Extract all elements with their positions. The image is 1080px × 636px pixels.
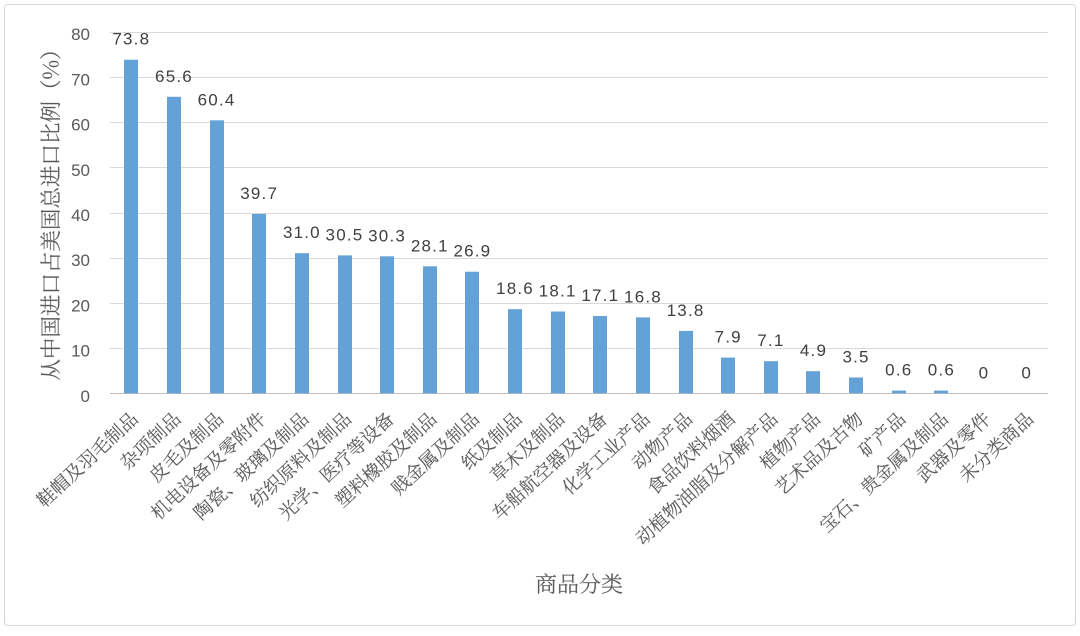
svg-text:13.8: 13.8 [667, 301, 705, 320]
svg-text:20: 20 [71, 296, 90, 315]
svg-text:50: 50 [71, 161, 90, 180]
svg-text:60.4: 60.4 [198, 90, 236, 109]
svg-text:70: 70 [71, 70, 90, 89]
svg-text:30: 30 [71, 251, 90, 270]
svg-text:7.9: 7.9 [715, 328, 742, 347]
svg-text:0.6: 0.6 [928, 361, 955, 380]
svg-text:39.7: 39.7 [240, 184, 278, 203]
svg-text:40: 40 [71, 206, 90, 225]
svg-text:17.1: 17.1 [581, 286, 619, 305]
svg-text:7.1: 7.1 [757, 331, 784, 350]
svg-text:80: 80 [71, 25, 90, 44]
svg-text:65.6: 65.6 [155, 67, 193, 86]
svg-text:18.1: 18.1 [539, 282, 577, 301]
svg-text:30.3: 30.3 [368, 226, 406, 245]
svg-text:31.0: 31.0 [283, 223, 321, 242]
svg-text:73.8: 73.8 [112, 30, 150, 49]
svg-text:0: 0 [1021, 363, 1032, 382]
svg-text:30.5: 30.5 [326, 225, 364, 244]
svg-text:3.5: 3.5 [842, 348, 869, 367]
svg-text:10: 10 [71, 342, 90, 361]
svg-text:28.1: 28.1 [411, 236, 449, 255]
svg-text:0: 0 [81, 387, 90, 406]
svg-text:0.6: 0.6 [885, 361, 912, 380]
svg-text:4.9: 4.9 [800, 341, 827, 360]
svg-text:60: 60 [71, 116, 90, 135]
svg-text:0: 0 [979, 363, 990, 382]
svg-text:26.9: 26.9 [453, 242, 491, 261]
svg-text:18.6: 18.6 [496, 279, 534, 298]
svg-text:16.8: 16.8 [624, 287, 662, 306]
